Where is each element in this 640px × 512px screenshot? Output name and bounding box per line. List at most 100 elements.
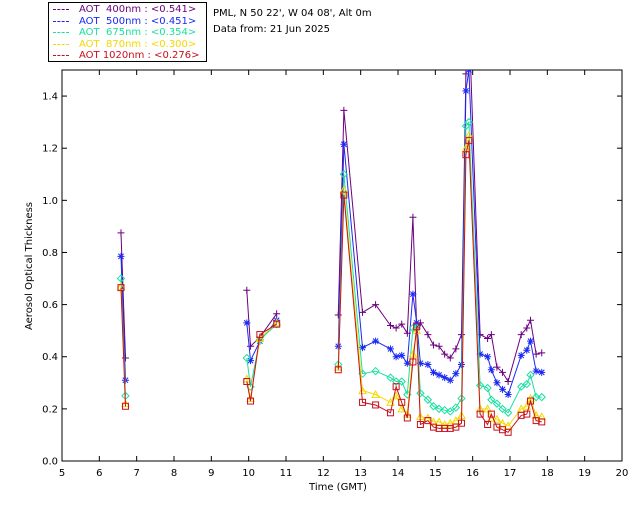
data-point: [256, 331, 264, 339]
data-point: [484, 353, 492, 361]
data-point: [243, 319, 251, 327]
data-point: [538, 349, 546, 357]
data-point: [392, 324, 400, 332]
data-point: [475, 381, 485, 390]
data-point: [465, 136, 473, 144]
legend-label-1020: AOT 1020nm : <0.276>: [79, 50, 200, 61]
data-point: [452, 423, 460, 431]
series-line: [246, 323, 277, 402]
data-point: [429, 368, 437, 376]
data-point: [392, 353, 400, 361]
series-3: [116, 130, 547, 430]
data-point: [531, 392, 541, 402]
data-point: [398, 351, 406, 359]
data-point: [398, 320, 406, 328]
data-point: [413, 323, 421, 331]
series-layer: [116, 70, 547, 436]
data-point: [483, 383, 492, 393]
x-tick-label: 12: [317, 468, 330, 479]
data-point: [403, 414, 411, 422]
data-point: [416, 359, 424, 367]
data-point: [424, 331, 432, 339]
data-point: [398, 398, 406, 406]
data-point: [387, 321, 395, 329]
x-tick-label: 9: [208, 468, 214, 479]
data-point: [499, 368, 507, 376]
y-tick-label: 0.6: [42, 300, 58, 311]
legend-swatch-870: [53, 43, 69, 45]
y-tick-label: 0.4: [42, 352, 58, 363]
data-point: [434, 417, 444, 426]
data-point: [537, 412, 547, 421]
data-point: [537, 392, 546, 402]
legend-label-675: AOT 675nm : <0.354>: [79, 27, 197, 38]
data-point: [441, 350, 449, 358]
data-point: [517, 331, 525, 339]
legend-item-500: AOT 500nm : <0.451>: [49, 16, 206, 27]
data-point: [272, 318, 282, 327]
data-point: [487, 410, 495, 418]
data-point: [440, 419, 450, 429]
data-point: [340, 106, 348, 114]
data-point: [403, 359, 411, 367]
data-point: [492, 399, 502, 408]
data-point: [440, 405, 449, 415]
x-axis-label: Time (GMT): [308, 482, 367, 493]
data-point: [429, 417, 438, 426]
y-tick-label: 1.0: [42, 196, 58, 207]
x-tick-label: 16: [466, 468, 479, 479]
legend-swatch-500: [53, 20, 69, 22]
data-point: [242, 353, 252, 363]
data-point: [339, 185, 349, 194]
data-point: [487, 331, 495, 339]
data-point: [247, 342, 255, 350]
series-line: [337, 135, 542, 427]
data-point: [359, 344, 367, 352]
data-point: [117, 229, 125, 237]
data-point: [445, 418, 455, 427]
data-point: [371, 366, 380, 376]
data-point: [446, 407, 455, 416]
legend-item-1020: AOT 1020nm : <0.276>: [49, 50, 206, 61]
data-point: [516, 382, 526, 391]
data-point: [504, 377, 512, 385]
series-line: [337, 70, 542, 383]
data-point: [409, 358, 417, 366]
data-point: [527, 316, 535, 324]
series-line: [246, 323, 278, 387]
x-tick-label: 20: [616, 468, 629, 479]
legend-label-870: AOT 870nm : <0.300>: [79, 38, 197, 50]
y-tick-label: 0.0: [42, 457, 58, 468]
data-point: [452, 370, 460, 378]
series-line: [337, 140, 542, 433]
data-point: [457, 361, 465, 369]
data-point: [446, 354, 454, 362]
data-point: [255, 333, 265, 342]
data-point: [416, 389, 425, 398]
data-point: [247, 357, 255, 365]
data-point: [476, 350, 484, 358]
x-tick-label: 10: [242, 468, 255, 479]
data-point: [392, 383, 400, 391]
x-tick-label: 17: [504, 468, 517, 479]
data-point: [451, 403, 461, 412]
data-point: [121, 354, 129, 362]
legend-swatch-675: [53, 32, 69, 33]
series-line: [337, 120, 542, 414]
data-point: [484, 421, 492, 429]
data-point: [532, 350, 540, 358]
data-point: [498, 418, 507, 427]
x-tick-label: 19: [578, 468, 591, 479]
data-point: [499, 385, 507, 393]
data-point: [408, 323, 418, 333]
x-tick-label: 8: [171, 468, 177, 479]
data-point: [457, 419, 465, 427]
data-point: [273, 320, 281, 328]
y-tick-label: 1.4: [42, 92, 58, 103]
data-point: [372, 301, 380, 309]
y-axis-label: Aerosol Optical Thickness: [24, 202, 35, 330]
legend: AOT 400nm : <0.541> AOT 500nm : <0.451> …: [48, 2, 207, 62]
x-tick-label: 6: [96, 468, 102, 479]
data-point: [359, 398, 367, 406]
